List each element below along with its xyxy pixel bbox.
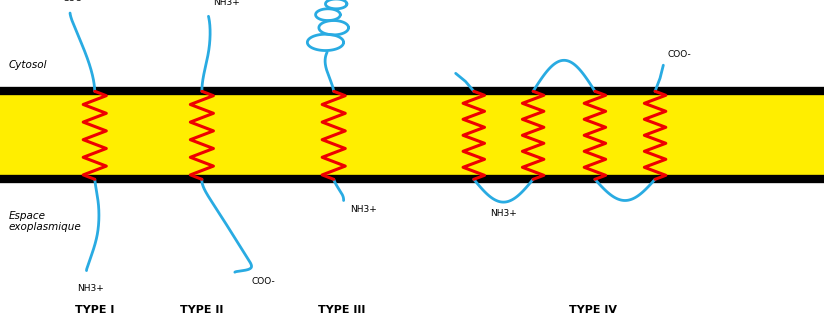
Text: COO-: COO- xyxy=(251,277,275,286)
Text: NH3+: NH3+ xyxy=(490,209,517,218)
Text: TYPE II: TYPE II xyxy=(180,305,223,315)
Text: Cytosol: Cytosol xyxy=(8,60,47,70)
Text: COO-: COO- xyxy=(63,0,86,3)
Text: TYPE IV: TYPE IV xyxy=(569,305,617,315)
Text: COO-: COO- xyxy=(667,50,691,59)
Text: Espace
exoplasmique: Espace exoplasmique xyxy=(8,211,81,232)
Text: NH3+: NH3+ xyxy=(350,205,377,215)
Text: NH3+: NH3+ xyxy=(213,0,240,7)
Text: TYPE I: TYPE I xyxy=(75,305,115,315)
Text: TYPE III: TYPE III xyxy=(318,305,366,315)
Text: NH3+: NH3+ xyxy=(77,284,104,293)
Bar xyxy=(0,91,824,179)
